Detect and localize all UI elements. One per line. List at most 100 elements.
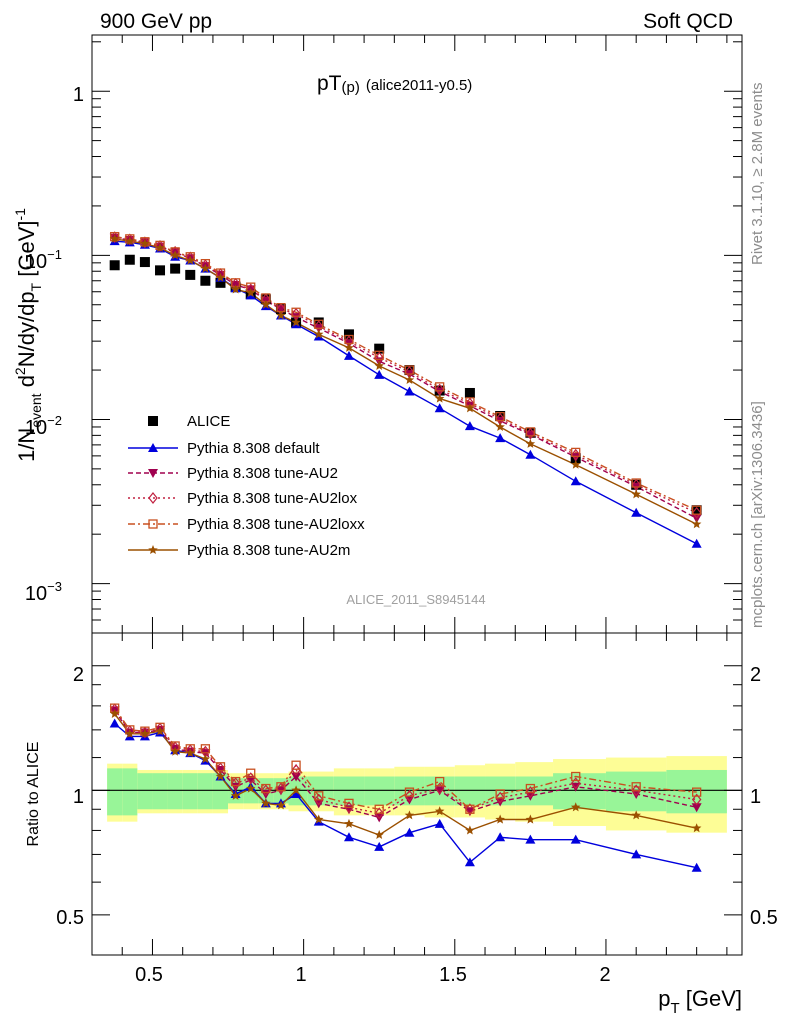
data-point-s5 — [215, 272, 226, 282]
data-point-s5 — [374, 360, 384, 370]
data-point-s5 — [404, 374, 415, 385]
data-point-s3 — [140, 236, 150, 249]
ratio-y-axis-label: Ratio to ALICE — [25, 742, 42, 847]
inner-band-bin — [197, 773, 213, 810]
inner-band-bin — [107, 768, 123, 816]
header-right: Soft QCD — [643, 10, 733, 33]
data-point-s0 — [404, 365, 415, 376]
series-line-4 — [114, 235, 697, 511]
ratio-point-s5 — [185, 748, 196, 758]
ratio-point-s2 — [245, 775, 256, 785]
legend-label-2: Pythia 8.308 tune-AU2 — [187, 465, 338, 482]
ratio-point-s5 — [631, 810, 641, 820]
ratio-point-s3 — [155, 722, 165, 735]
data-point-s4 — [435, 382, 445, 392]
ratio-point-s5 — [155, 726, 165, 736]
ratio-point-s4 — [435, 776, 445, 787]
upper-y-tick-labels: 1 10−1 10−2 10−3 — [25, 84, 84, 605]
mcplots-reference-label: mcplots.cern.ch [arXiv:1306.3436] — [749, 401, 766, 628]
ratio-point-s1 — [434, 818, 445, 828]
data-point-s0 — [313, 317, 324, 328]
ratio-point-s5 — [344, 818, 354, 828]
ratio-point-s1 — [570, 834, 581, 844]
data-point-s5 — [125, 236, 135, 246]
ratio-point-s5 — [434, 806, 445, 816]
ratio-tick-0.5-right: 0.5 — [750, 907, 778, 929]
ratio-point-s4 — [692, 787, 702, 797]
data-point-s0 — [343, 329, 354, 340]
ratio-point-s4 — [525, 783, 536, 794]
xtick-1.5: 1.5 — [439, 964, 467, 986]
legend-marker-1 — [148, 443, 158, 452]
data-point-s3 — [691, 506, 702, 519]
ratio-point-s1 — [464, 857, 475, 867]
ratio-point-s3 — [525, 786, 536, 799]
data-point-s1 — [464, 421, 475, 431]
ratio-tick-1-right: 1 — [750, 786, 761, 808]
data-point-s5 — [291, 317, 301, 327]
ratio-point-s3 — [495, 791, 505, 804]
legend-marker-5 — [148, 545, 158, 555]
data-point-s5 — [109, 233, 120, 243]
data-point-s5 — [313, 329, 324, 339]
legend-label-4: Pythia 8.308 tune-AU2loxx — [187, 516, 365, 533]
ratio-point-s4 — [230, 776, 241, 787]
ratio-point-s5 — [691, 823, 702, 833]
ratio-point-s5 — [313, 814, 324, 824]
ratio-point-s5 — [374, 829, 384, 840]
data-point-s2 — [691, 514, 702, 524]
ratio-point-s1 — [343, 832, 354, 842]
ratio-tick-0.5-left: 0.5 — [56, 907, 84, 929]
data-point-s3 — [525, 427, 536, 440]
data-point-s5 — [434, 393, 445, 403]
ratio-point-s1 — [495, 832, 506, 842]
ytick-0.01: 10−2 — [25, 413, 62, 439]
data-point-s3 — [570, 448, 581, 461]
data-point-s4 — [291, 307, 301, 317]
ratio-point-s4 — [200, 744, 211, 754]
ratio-point-s3 — [261, 784, 271, 797]
ytick-0.001: 10−3 — [25, 579, 62, 605]
data-point-s3 — [125, 233, 135, 246]
ratio-point-s4 — [465, 804, 475, 814]
data-point-s2 — [570, 453, 581, 463]
data-point-s4 — [404, 365, 415, 375]
data-point-s0 — [124, 254, 135, 265]
ratio-point-s2 — [200, 749, 211, 759]
data-point-s4 — [571, 447, 581, 458]
ratio-point-s3 — [245, 772, 256, 785]
data-point-s5 — [230, 284, 241, 294]
data-point-s0 — [170, 263, 181, 274]
data-point-s5 — [155, 242, 165, 252]
data-point-s1 — [434, 403, 445, 413]
ratio-point-s1 — [291, 788, 302, 798]
ytick-1: 1 — [73, 84, 84, 106]
data-point-s0 — [200, 275, 211, 286]
data-point-s1 — [570, 476, 581, 486]
inner-band-bin — [167, 773, 183, 810]
x-tick-labels: 0.5 1 1.5 2 — [135, 964, 610, 986]
data-point-s0 — [185, 269, 196, 280]
data-point-s5 — [200, 263, 211, 273]
ratio-point-s3 — [344, 801, 354, 814]
ratio-point-s5 — [109, 708, 120, 718]
data-point-s1 — [404, 386, 415, 396]
xtick-0.5: 0.5 — [135, 964, 163, 986]
ratio-point-s3 — [465, 803, 475, 816]
data-point-s0 — [464, 387, 475, 398]
data-point-s5 — [495, 421, 505, 432]
ratio-point-s5 — [291, 785, 301, 795]
ratio-point-s4 — [344, 798, 354, 809]
ratio-y-tick-labels: 2 1 0.5 2 1 0.5 — [56, 664, 778, 929]
ratio-point-s3 — [276, 782, 286, 795]
inner-band-bin — [137, 773, 153, 810]
data-point-s5 — [570, 459, 581, 469]
ratio-point-s3 — [230, 777, 241, 790]
ratio-point-s4 — [215, 762, 226, 772]
plot-title: pT(p) (alice2011-y0.5) — [317, 72, 472, 96]
ratio-point-s3 — [404, 789, 415, 802]
ratio-point-s1 — [374, 841, 385, 851]
data-point-s5 — [525, 438, 536, 448]
ratio-point-s5 — [404, 810, 415, 820]
